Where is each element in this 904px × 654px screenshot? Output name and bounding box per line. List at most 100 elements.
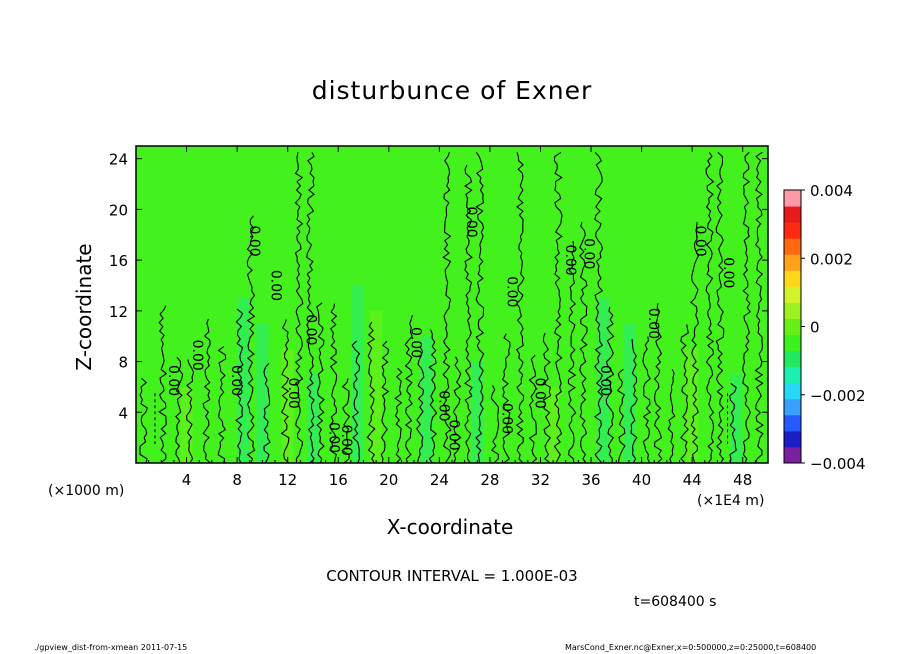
y-axis-label: Z-coordinate	[72, 243, 96, 371]
colorbar-swatch	[784, 318, 801, 336]
contour-line	[366, 321, 376, 464]
colorbar-tick-label: 0.002	[810, 250, 853, 268]
colorbar-swatch	[784, 238, 801, 255]
contour-line	[158, 305, 168, 464]
contour-interval-text: CONTOUR INTERVAL = 1.000E-03	[326, 567, 578, 585]
y-tick-label: 8	[118, 354, 128, 372]
x-tick-label: 24	[430, 471, 449, 489]
chart-title: disturbunce of Exner	[311, 76, 593, 105]
contour-line	[616, 368, 626, 464]
disturbance-band	[180, 386, 193, 463]
contour-line	[380, 340, 390, 464]
colorbar-tick-label: −0.002	[810, 387, 866, 405]
contour-line	[501, 333, 511, 464]
disturbance-band	[471, 361, 484, 463]
disturbance-band	[686, 348, 699, 463]
colorbar-tick-label: 0.004	[810, 182, 853, 200]
contour-label: 0.00	[338, 425, 354, 456]
contour-line	[593, 151, 604, 464]
x-tick-label: 32	[531, 471, 550, 489]
contour-line	[642, 336, 651, 464]
contour-line	[553, 151, 563, 464]
x-scale-note: (×1E4 m)	[697, 493, 765, 509]
y-tick-label: 20	[109, 201, 128, 219]
contour-line	[490, 385, 500, 464]
colorbar-swatch	[784, 382, 801, 400]
disturbance-band	[730, 374, 743, 463]
footer-data-source: MarsCond_Exner.nc@Exner,x=0:500000,z=0:2…	[565, 643, 817, 652]
contour-label: 0.00	[285, 378, 301, 409]
colorbar: 0.004 0.002 0 −0.002 −0.004	[783, 182, 866, 473]
colorbar-swatch	[784, 334, 801, 352]
x-axis: 4 8 12 16 20 24 28 32 36 40 44 48	[148, 146, 756, 489]
contour-line	[442, 152, 452, 464]
contour-label: 0.00	[692, 226, 708, 257]
contour-label: 0.00	[303, 314, 319, 345]
contour-line	[605, 306, 615, 464]
contour-line	[294, 152, 304, 464]
disturbance-band	[281, 348, 294, 463]
disturbance-band	[622, 323, 635, 463]
disturbance-band	[370, 310, 383, 463]
contour-line	[653, 303, 663, 464]
colorbar-swatch	[784, 190, 801, 207]
plot-area	[136, 146, 768, 463]
y-axis: 4 8 12 16 20 24	[109, 151, 768, 422]
contour-line	[452, 356, 462, 464]
disturbance-band	[256, 323, 269, 463]
contour-line	[175, 356, 184, 464]
colorbar-swatch	[784, 302, 801, 319]
contour-label: 0.00	[581, 238, 597, 269]
contour-line	[428, 329, 438, 464]
contour-label: 0.00	[435, 390, 451, 421]
colorbar-swatch	[784, 446, 801, 464]
y-tick-label: 16	[109, 252, 128, 270]
contour-line	[351, 340, 361, 464]
contour-line	[679, 324, 689, 464]
contour-line	[742, 151, 751, 464]
colorbar-swatch	[784, 222, 801, 239]
colorbar-tick-label: 0	[810, 319, 820, 337]
contour-line	[515, 152, 525, 464]
contour-line	[542, 332, 552, 464]
colorbar-swatch	[784, 366, 801, 384]
contour-line	[316, 302, 325, 464]
contour-label: 0.00	[463, 206, 479, 237]
contour-label: 0.00	[189, 340, 205, 371]
contour-line	[186, 359, 195, 464]
contour-label: 0.00	[597, 365, 613, 396]
contour-line	[416, 346, 425, 464]
x-tick-label: 4	[182, 471, 192, 489]
x-tick-label: 28	[480, 471, 499, 489]
x-tick-label: 8	[232, 471, 242, 489]
contour-label: 0.00	[408, 327, 424, 358]
contour-line	[394, 367, 403, 464]
contour-line	[630, 339, 638, 464]
colorbar-swatch	[784, 286, 801, 303]
y-tick-label: 24	[109, 151, 128, 169]
colorbar-swatch	[784, 430, 801, 448]
contour-label: 0.00	[645, 308, 661, 339]
contour-label: 0.00	[562, 245, 578, 276]
colorbar-swatch	[784, 398, 801, 416]
contour-label: 0.00	[246, 226, 262, 257]
contour-label: 0.00	[499, 403, 515, 434]
contour-line	[329, 303, 338, 464]
contour-line	[690, 222, 700, 464]
colorbar-swatch	[784, 350, 801, 368]
colorbar-tick-label: −0.004	[810, 455, 866, 473]
contour-line	[139, 377, 148, 464]
contour-line	[246, 215, 256, 464]
contour-line	[280, 319, 290, 464]
contour-label: 0.00	[165, 365, 181, 396]
footer-script-name: ./gpview_dist-from-xmean 2011-07-15	[34, 643, 188, 652]
x-unit-note: (×1000 m)	[48, 483, 125, 499]
colorbar-swatch	[784, 206, 801, 223]
x-tick-label: 44	[683, 471, 702, 489]
contour-line	[754, 151, 764, 464]
contour-label: 0.00	[720, 257, 736, 288]
contour-line	[463, 164, 473, 464]
x-tick-label: 48	[733, 471, 752, 489]
x-tick-label: 16	[329, 471, 348, 489]
colorbar-swatch	[784, 270, 801, 287]
